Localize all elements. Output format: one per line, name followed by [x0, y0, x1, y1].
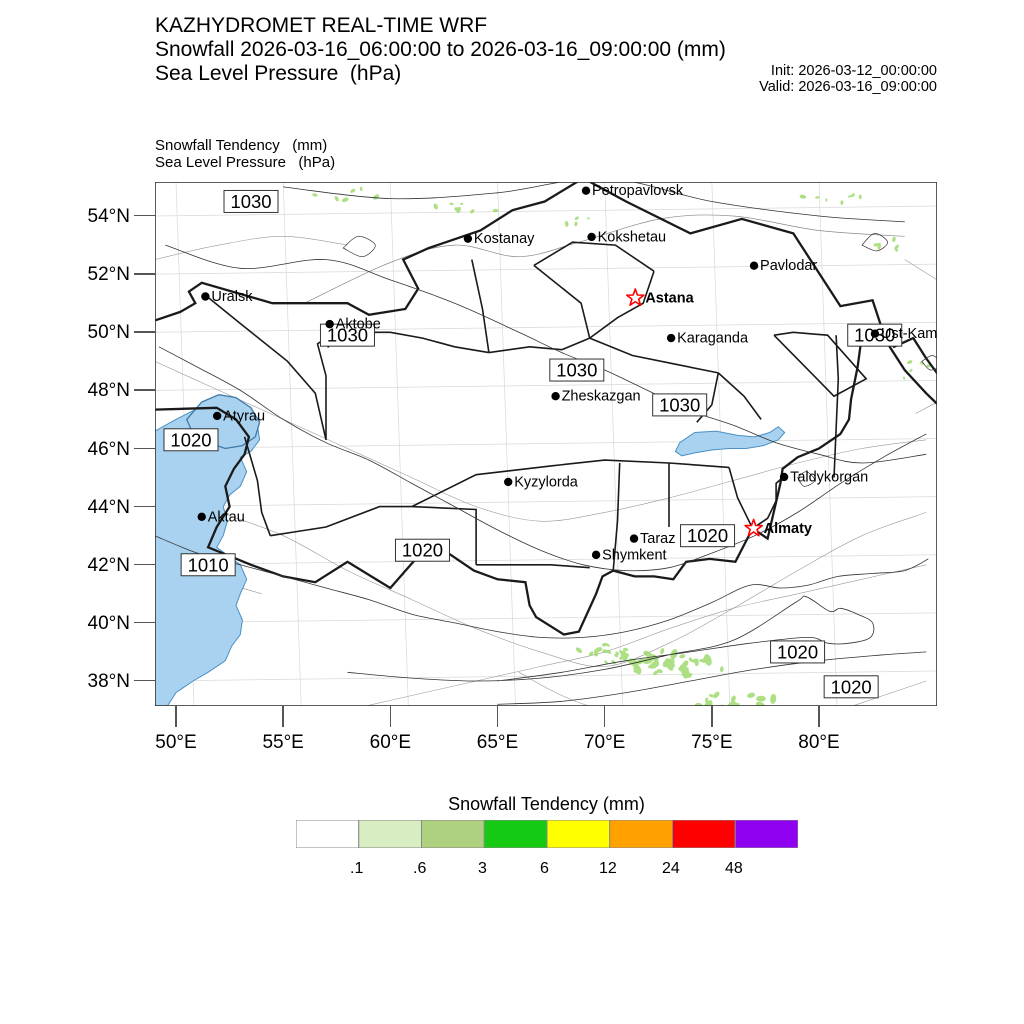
svg-text:Pavlodar: Pavlodar	[760, 258, 817, 274]
svg-text:Karaganda: Karaganda	[677, 331, 749, 347]
svg-text:Taraz: Taraz	[640, 531, 675, 547]
svg-text:1030: 1030	[659, 394, 700, 415]
svg-text:1020: 1020	[777, 641, 818, 662]
svg-text:Astana: Astana	[645, 290, 694, 306]
svg-text:Kokshetau: Kokshetau	[598, 229, 667, 245]
svg-text:1020: 1020	[687, 525, 728, 546]
svg-text:Uralsk: Uralsk	[211, 289, 253, 305]
svg-text:Shymkent: Shymkent	[602, 547, 666, 563]
svg-text:1010: 1010	[188, 554, 229, 575]
svg-text:Almaty: Almaty	[764, 521, 812, 537]
svg-text:1030: 1030	[230, 191, 271, 212]
svg-text:Petropavlovsk: Petropavlovsk	[592, 183, 684, 199]
svg-text:Taldykorgan: Taldykorgan	[790, 469, 868, 485]
svg-text:1030: 1030	[556, 360, 597, 381]
svg-text:1020: 1020	[402, 540, 443, 561]
svg-text:Kyzylorda: Kyzylorda	[514, 474, 579, 490]
svg-text:1020: 1020	[831, 676, 872, 697]
svg-text:Atyrau: Atyrau	[223, 408, 265, 424]
svg-text:Zheskazgan: Zheskazgan	[562, 389, 641, 405]
svg-text:Aktobe: Aktobe	[336, 317, 381, 333]
svg-text:Kostanay: Kostanay	[474, 231, 535, 247]
svg-text:Aktau: Aktau	[208, 509, 245, 525]
svg-text:1020: 1020	[170, 429, 211, 450]
svg-text:Ust-Kamenogorsk: Ust-Kamenogorsk	[881, 326, 937, 342]
